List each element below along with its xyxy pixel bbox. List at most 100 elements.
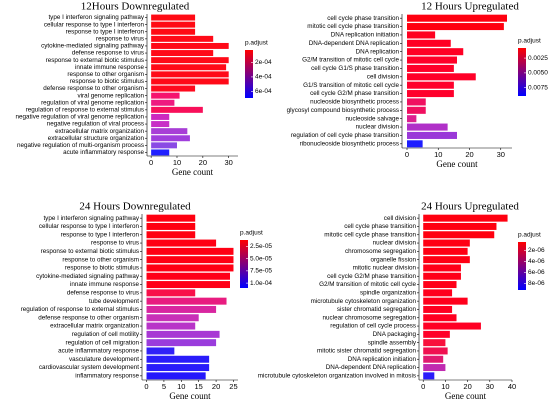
x-tick-label: 40 bbox=[508, 382, 516, 391]
bar bbox=[151, 121, 170, 128]
category-label: type I interferon signaling pathway bbox=[43, 215, 139, 222]
category-label: DNA replication initiation bbox=[331, 32, 400, 39]
category-label: response to type I interferon bbox=[61, 231, 140, 238]
x-axis-title: Gene count bbox=[436, 159, 478, 169]
category-label: cardiovascular system development bbox=[39, 364, 139, 371]
color-bar bbox=[245, 50, 253, 98]
bar bbox=[423, 264, 461, 272]
x-tick-label: 0 bbox=[144, 382, 148, 391]
category-label: DNA replication initiation bbox=[348, 356, 417, 363]
category-label: DNA replication bbox=[356, 48, 400, 55]
bar bbox=[423, 314, 457, 322]
bar bbox=[151, 99, 175, 106]
legend-tick-label: 7.5e-05 bbox=[250, 268, 272, 275]
bar bbox=[423, 297, 468, 305]
x-tick-label: 30 bbox=[497, 150, 505, 159]
category-label: G2/M transition of mitotic cell cycle bbox=[302, 57, 399, 64]
bar bbox=[423, 289, 453, 297]
category-label: regulation of response to external stimu… bbox=[26, 107, 144, 114]
category-label: G2/M transition of mitotic cell cycle bbox=[319, 281, 416, 288]
bar bbox=[146, 264, 234, 272]
legend-title: p.adjust bbox=[240, 230, 263, 237]
category-label: response to external biotic stimulus bbox=[41, 248, 139, 255]
legend-tick-label: 2.5e-05 bbox=[250, 243, 272, 250]
category-label: DNA packaging bbox=[373, 331, 417, 338]
legend-tick-label: 8e-06 bbox=[528, 280, 545, 287]
legend-tick-label: 2e-04 bbox=[255, 59, 272, 66]
bar bbox=[146, 281, 230, 289]
category-label: microtubule cytoskeleton organization bbox=[311, 298, 417, 305]
bar bbox=[151, 113, 170, 120]
category-label: regulation of cell cycle phase transitio… bbox=[291, 132, 400, 139]
bar bbox=[151, 21, 196, 28]
x-tick-label: 0 bbox=[149, 158, 153, 167]
chart-title: 12Hours Downregulated bbox=[81, 1, 190, 13]
category-label: regulation of cell cycle process bbox=[330, 323, 416, 330]
category-label: response to biotic stimulus bbox=[70, 78, 144, 85]
bar bbox=[151, 35, 214, 42]
bar bbox=[407, 64, 454, 72]
legend-tick-label: 5.0e-05 bbox=[250, 255, 272, 262]
x-tick-label: 20 bbox=[212, 382, 220, 391]
x-tick-label: 30 bbox=[486, 382, 494, 391]
category-label: response to type I interferon bbox=[66, 28, 145, 35]
bar bbox=[407, 90, 454, 98]
category-label: defense response to virus bbox=[72, 50, 144, 57]
x-axis-title: Gene count bbox=[445, 391, 487, 401]
bar bbox=[407, 39, 451, 47]
category-label: response to virus bbox=[91, 240, 139, 247]
category-label: cell cycle G1/S phase transition bbox=[311, 65, 399, 72]
bar bbox=[407, 14, 507, 22]
category-label: negative regulation of viral process bbox=[47, 121, 144, 128]
bar bbox=[423, 239, 470, 247]
category-label: viral genome replication bbox=[77, 92, 144, 99]
bar bbox=[423, 247, 468, 255]
bar bbox=[146, 305, 217, 313]
category-label: response to biotic stimulus bbox=[65, 265, 139, 272]
category-label: defense response to other organism bbox=[38, 314, 139, 321]
bar bbox=[423, 372, 435, 380]
bar bbox=[407, 106, 426, 114]
bar bbox=[423, 322, 481, 330]
category-label: response to other organism bbox=[67, 71, 144, 78]
bar bbox=[423, 347, 448, 355]
bar bbox=[151, 14, 196, 21]
bar bbox=[146, 364, 210, 372]
bar bbox=[146, 372, 206, 380]
bar bbox=[423, 330, 450, 338]
bar bbox=[146, 272, 230, 280]
legend-title: p.adjust bbox=[518, 232, 541, 239]
category-label: mitotic cell cycle phase transition bbox=[324, 231, 416, 238]
category-label: organelle fission bbox=[370, 256, 416, 263]
category-label: defense response to virus bbox=[67, 290, 139, 297]
legend-tick-label: 4e-04 bbox=[255, 74, 272, 81]
x-tick-label: 10 bbox=[173, 158, 181, 167]
legend-tick-label: 6e-06 bbox=[528, 269, 545, 276]
bar bbox=[146, 222, 196, 230]
bar bbox=[146, 231, 196, 239]
x-axis-title: Gene count bbox=[172, 167, 214, 177]
bar bbox=[146, 330, 220, 338]
category-label: response to external biotic stimulus bbox=[46, 57, 144, 64]
category-label: spindle assembly bbox=[368, 339, 417, 346]
category-label: cell cycle G2/M phase transition bbox=[327, 273, 416, 280]
category-label: inflammatory response bbox=[75, 373, 139, 380]
category-label: DNA-dependent DNA replication bbox=[309, 40, 400, 47]
chart-title: 24 Hours Upregulated bbox=[421, 201, 519, 213]
category-label: nucleoside biosynthetic process bbox=[310, 99, 399, 106]
bar bbox=[423, 355, 444, 363]
color-bar bbox=[518, 48, 526, 96]
bar bbox=[146, 289, 196, 297]
bar bbox=[423, 281, 457, 289]
bar bbox=[407, 23, 504, 31]
legend-tick-label: 1.0e-04 bbox=[250, 280, 272, 287]
x-tick-label: 0 bbox=[421, 382, 425, 391]
bar bbox=[151, 135, 190, 142]
category-label: type I interferon signaling pathway bbox=[48, 14, 144, 21]
category-label: nuclear chromosome segregation bbox=[323, 314, 417, 321]
legend-tick-label: 2e-06 bbox=[528, 247, 545, 254]
category-label: mitotic sister chromatid segregation bbox=[317, 348, 417, 355]
category-label: defense response to other organism bbox=[43, 85, 144, 92]
bar bbox=[151, 106, 203, 113]
category-label: cell cycle phase transition bbox=[327, 15, 399, 22]
